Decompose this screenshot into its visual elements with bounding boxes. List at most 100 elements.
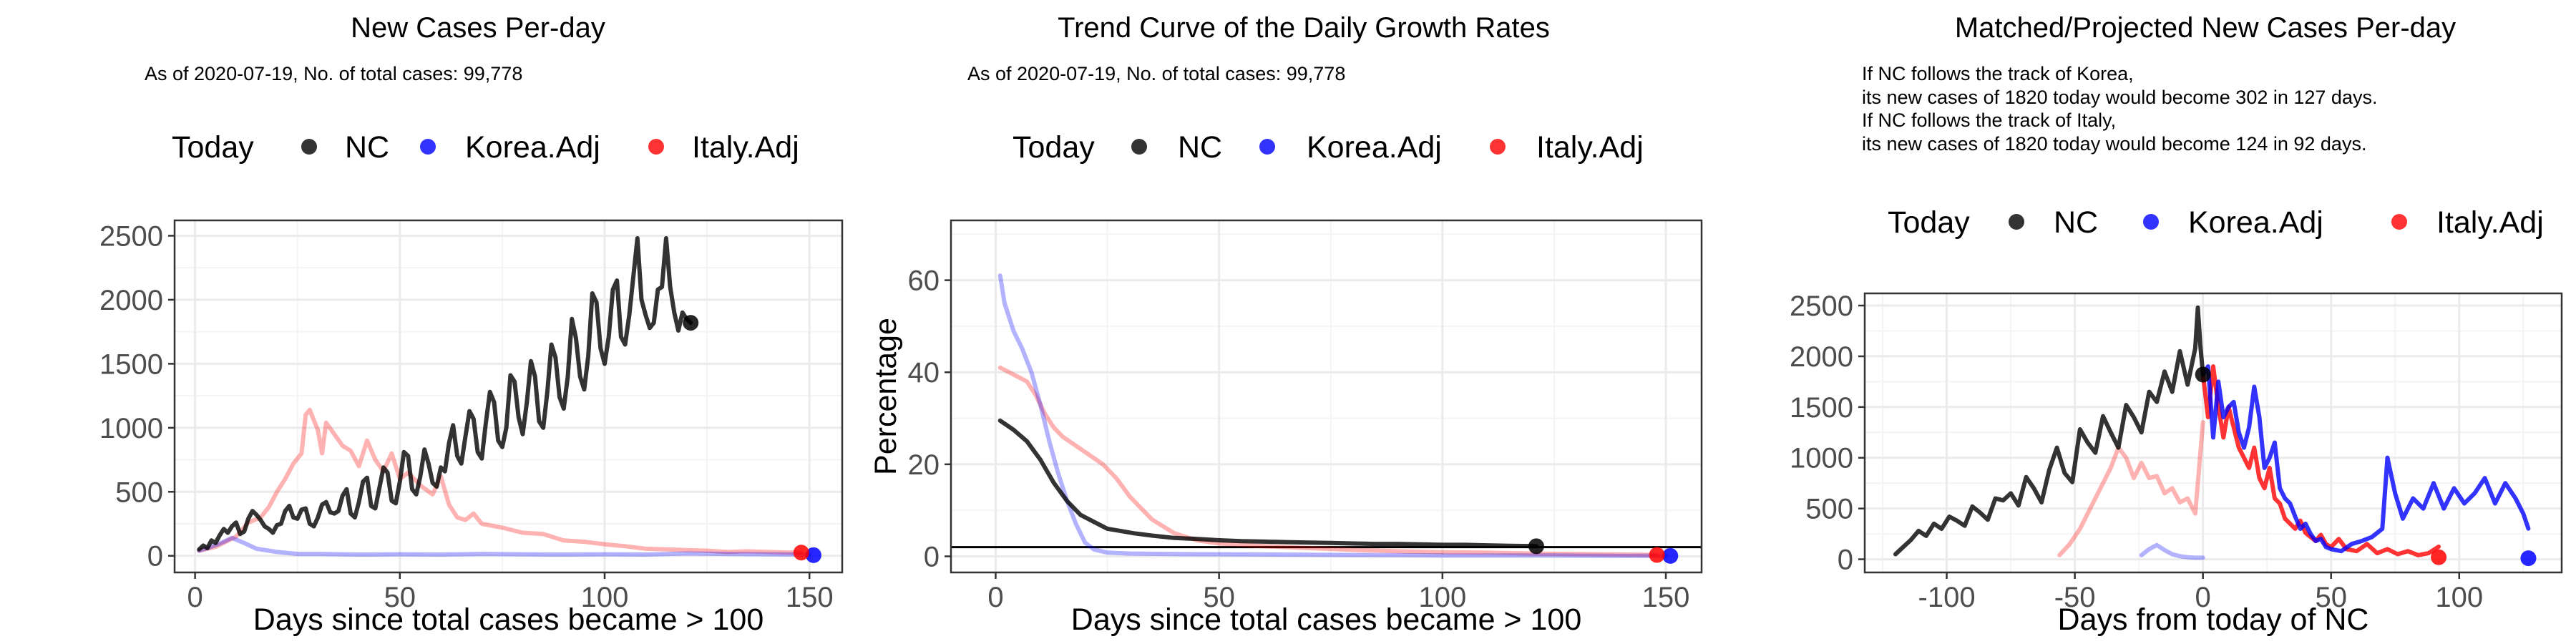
legend-title: Today: [1888, 205, 1970, 240]
legend: Today NC Korea.Adj Italy.Adj: [1013, 130, 1644, 165]
y-tick-label: 2500: [99, 220, 163, 252]
y-tick-label: 1500: [1790, 392, 1853, 424]
legend-key-2: [1490, 139, 1506, 155]
series-line-2: [997, 418, 1538, 549]
y-tick-label: 40: [908, 357, 940, 389]
y-tick-label: 1500: [99, 348, 163, 380]
series-group: [197, 236, 812, 557]
series-line-0: [197, 407, 804, 555]
series-line-1: [997, 273, 1668, 558]
series-line-1: [197, 535, 812, 557]
today-point-0: [683, 315, 699, 331]
x-tick-label: 0: [187, 582, 203, 613]
legend-key-2: [2391, 214, 2407, 230]
y-tick-label: 500: [1805, 494, 1853, 525]
x-tick-label: -100: [1918, 582, 1976, 613]
chart-title: New Cases Per-day: [351, 12, 605, 44]
chart-title: Matched/Projected New Cases Per-day: [1955, 12, 2456, 44]
x-tick-label: 100: [581, 582, 629, 613]
series-line-3: [2200, 364, 2531, 554]
y-tick-label: 0: [147, 541, 163, 572]
y-tick-label: 2500: [1790, 291, 1853, 322]
panel-border: [1863, 292, 2563, 574]
legend-entry: Italy.Adj: [692, 130, 799, 165]
today-point-1: [2520, 550, 2537, 567]
x-tick-label: 50: [2315, 582, 2347, 613]
y-tick-label: 60: [908, 265, 940, 297]
x-axis-title: Days since total cases became > 100: [1071, 602, 1581, 637]
today-point-1: [805, 547, 821, 563]
x-tick-label: 50: [1203, 582, 1235, 613]
x-tick-label: 0: [2195, 582, 2211, 613]
x-tick-label: 150: [1642, 582, 1690, 613]
legend-entry: Italy.Adj: [1536, 130, 1644, 165]
y-tick-label: 1000: [1790, 443, 1853, 474]
grid: [175, 220, 842, 572]
legend: Today NC Korea.Adj Italy.Adj: [1888, 205, 2544, 240]
chart-panel-3: Matched/Projected New Cases Per-day If NC…: [1790, 12, 2563, 637]
legend-key-0: [301, 139, 317, 155]
chart-subtitle: As of 2020-07-19, No. of total cases: 99…: [145, 63, 522, 84]
series-group: [1893, 305, 2531, 560]
x-tick-label: 0: [987, 582, 1003, 613]
y-tick-label: 500: [115, 477, 163, 508]
y-axis-title: Percentage: [869, 318, 903, 475]
today-point-0: [1528, 538, 1544, 555]
x-axis-title: Days since total cases became > 100: [253, 602, 763, 637]
today-point-1: [1662, 547, 1679, 564]
panel-border: [173, 219, 844, 574]
legend-key-0: [1131, 139, 1147, 155]
y-tick-label: 1000: [99, 413, 163, 444]
series-group: [997, 273, 1668, 558]
legend-entry: NC: [1178, 130, 1222, 165]
today-point-2: [2431, 549, 2447, 565]
annotation-line: If NC follows the track of Korea,: [1862, 63, 2134, 84]
panel-border: [950, 219, 1703, 574]
x-axis-title: Days from today of NC: [2058, 602, 2369, 637]
x-tick-label: 150: [786, 582, 834, 613]
legend-title: Today: [172, 130, 254, 165]
chart-subtitle: As of 2020-07-19, No. of total cases: 99…: [967, 63, 1345, 84]
today-point-2: [1649, 547, 1665, 563]
chart-panel-1: New Cases Per-day As of 2020-07-19, No. o…: [99, 12, 844, 637]
series-line-1: [2139, 542, 2205, 560]
y-tick-label: 2000: [1790, 341, 1853, 373]
y-tick-label: 0: [924, 541, 940, 572]
y-tick-label: 0: [1838, 545, 1853, 576]
x-tick-label: -50: [2054, 582, 2096, 613]
today-point-2: [793, 545, 809, 561]
y-tick-label: 2000: [99, 285, 163, 316]
legend-key-1: [1259, 139, 1275, 155]
grid: [951, 220, 1702, 572]
x-tick-label: 100: [2435, 582, 2483, 613]
legend-key-2: [648, 139, 664, 155]
annotation-line: its new cases of 1820 today would become…: [1862, 87, 2377, 108]
legend-entry: NC: [2054, 205, 2098, 240]
legend-entry: Italy.Adj: [2436, 205, 2544, 240]
legend-key-0: [2009, 214, 2024, 230]
y-tick-label: 20: [908, 449, 940, 481]
annotation-line: its new cases of 1820 today would become…: [1862, 133, 2366, 155]
legend-entry: Korea.Adj: [1307, 130, 1442, 165]
x-tick-label: 100: [1418, 582, 1466, 613]
x-tick-label: 50: [384, 582, 416, 613]
legend-key-1: [420, 139, 436, 155]
series-line-0: [2057, 420, 2205, 557]
legend-entry: NC: [345, 130, 389, 165]
legend-key-1: [2143, 214, 2159, 230]
chart-title: Trend Curve of the Daily Growth Rates: [1058, 12, 1550, 44]
today-point-0: [2195, 366, 2211, 383]
annotation-line: If NC follows the track of Italy,: [1862, 109, 2116, 131]
series-line-0: [997, 365, 1659, 557]
legend-entry: Korea.Adj: [465, 130, 600, 165]
axis-ticks: 0 50 100 150 0 20 40 60: [908, 265, 1690, 613]
legend-entry: Korea.Adj: [2188, 205, 2323, 240]
chart-panel-2: Trend Curve of the Daily Growth Rates As …: [869, 12, 1703, 637]
series-line-2: [197, 236, 693, 552]
series-line-4: [1893, 305, 2205, 557]
series-line-2: [2200, 364, 2441, 557]
